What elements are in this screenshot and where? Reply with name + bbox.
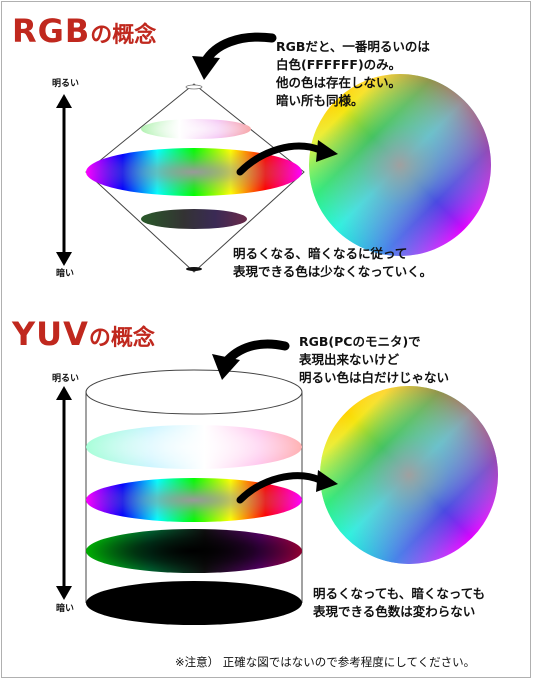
yuv-note: RGB(PCのモニタ)で 表現出来ないけど 明るい色は白だけじゃない [299,333,449,387]
yuv-brightness-axis [56,386,72,600]
rgb-slice-bright [141,119,251,139]
yuv-bottom-note: 明るくなっても、暗くなっても 表現できる色数は変わらない [313,585,485,621]
rgb-apex-arrowhead [192,56,220,80]
yuv-note-line: 明るい色は白だけじゃない [299,370,450,385]
rgb-note: RGBだと、一番明るいのは 白色(FFFFFF)のみ。 他の色は存在しない。 暗… [276,38,430,110]
yuv-slice-bright [86,425,302,469]
yuv-slice-dark [86,529,302,573]
rgb-note-line: 暗い所も同様。 [276,93,364,108]
rgb-color-wheel [309,74,491,256]
yuv-cylinder [85,369,303,603]
yuv-slice-to-wheel-arrowhead [316,470,338,492]
rgb-axis-bottom-label: 暗い [56,269,75,279]
rgb-slice-dark [141,209,247,229]
yuv-slice-black [86,581,302,625]
yuv-color-wheel [320,386,498,564]
yuv-axis-bottom-label: 暗い [56,604,75,614]
yuv-axis-top-label: 明るい [52,374,80,384]
yuv-bottom-line: 明るくなっても、暗くなっても [313,586,486,601]
rgb-axis-top-label: 明るい [52,79,80,89]
rgb-note-line: RGBだと、一番明るいのは [276,39,430,54]
rgb-slice-to-wheel-arrow [236,142,324,176]
rgb-brightness-axis [56,94,72,266]
rgb-title-suffix: の概念 [90,23,157,48]
yuv-note-line: 表現出来ないけど [299,352,400,367]
yuv-title-main: YUV [12,315,89,353]
footnote: ※注意） 正確な図ではないので参考程度にしてください。 [175,655,476,669]
rgb-title: RGBの概念 [12,15,156,47]
rgb-slice-mid [86,148,302,196]
rgb-note-line: 白色(FFFFFF)のみ。 [276,57,402,72]
yuv-slice-to-wheel-arrow [236,472,324,504]
yuv-title-suffix: の概念 [88,326,155,351]
rgb-bottom-note: 明るくなる、暗くなるに従って 表現できる色は少なくなっていく。 [233,245,432,281]
yuv-top-arrowhead [212,354,240,380]
yuv-bottom-line: 表現できる色数は変わらない [313,604,476,619]
rgb-note-line: 他の色は存在しない。 [276,75,402,90]
yuv-title: YUVの概念 [12,318,155,350]
rgb-slice-to-wheel-arrowhead [316,140,338,162]
rgb-double-cone [85,83,305,273]
rgb-bottom-line: 表現できる色は少なくなっていく。 [233,264,433,279]
yuv-note-line: RGB(PCのモニタ)で [299,334,421,349]
rgb-bottom-line: 明るくなる、暗くなるに従って [233,246,408,261]
rgb-title-main: RGB [12,12,91,50]
